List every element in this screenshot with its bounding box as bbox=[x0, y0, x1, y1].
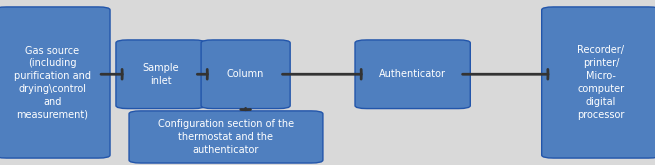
FancyBboxPatch shape bbox=[0, 7, 110, 158]
FancyBboxPatch shape bbox=[129, 111, 323, 163]
Text: Recorder/
printer/
Micro-
computer
digital
processor: Recorder/ printer/ Micro- computer digit… bbox=[577, 46, 625, 119]
FancyBboxPatch shape bbox=[542, 7, 655, 158]
Text: Column: Column bbox=[227, 69, 265, 79]
Text: Sample
inlet: Sample inlet bbox=[142, 63, 179, 86]
Text: Authenticator: Authenticator bbox=[379, 69, 446, 79]
FancyBboxPatch shape bbox=[116, 40, 205, 109]
Text: Gas source
(including
purification and
drying\control
and
measurement): Gas source (including purification and d… bbox=[14, 46, 91, 119]
FancyBboxPatch shape bbox=[355, 40, 470, 109]
Text: Configuration section of the
thermostat and the
authenticator: Configuration section of the thermostat … bbox=[158, 119, 294, 155]
FancyBboxPatch shape bbox=[201, 40, 290, 109]
